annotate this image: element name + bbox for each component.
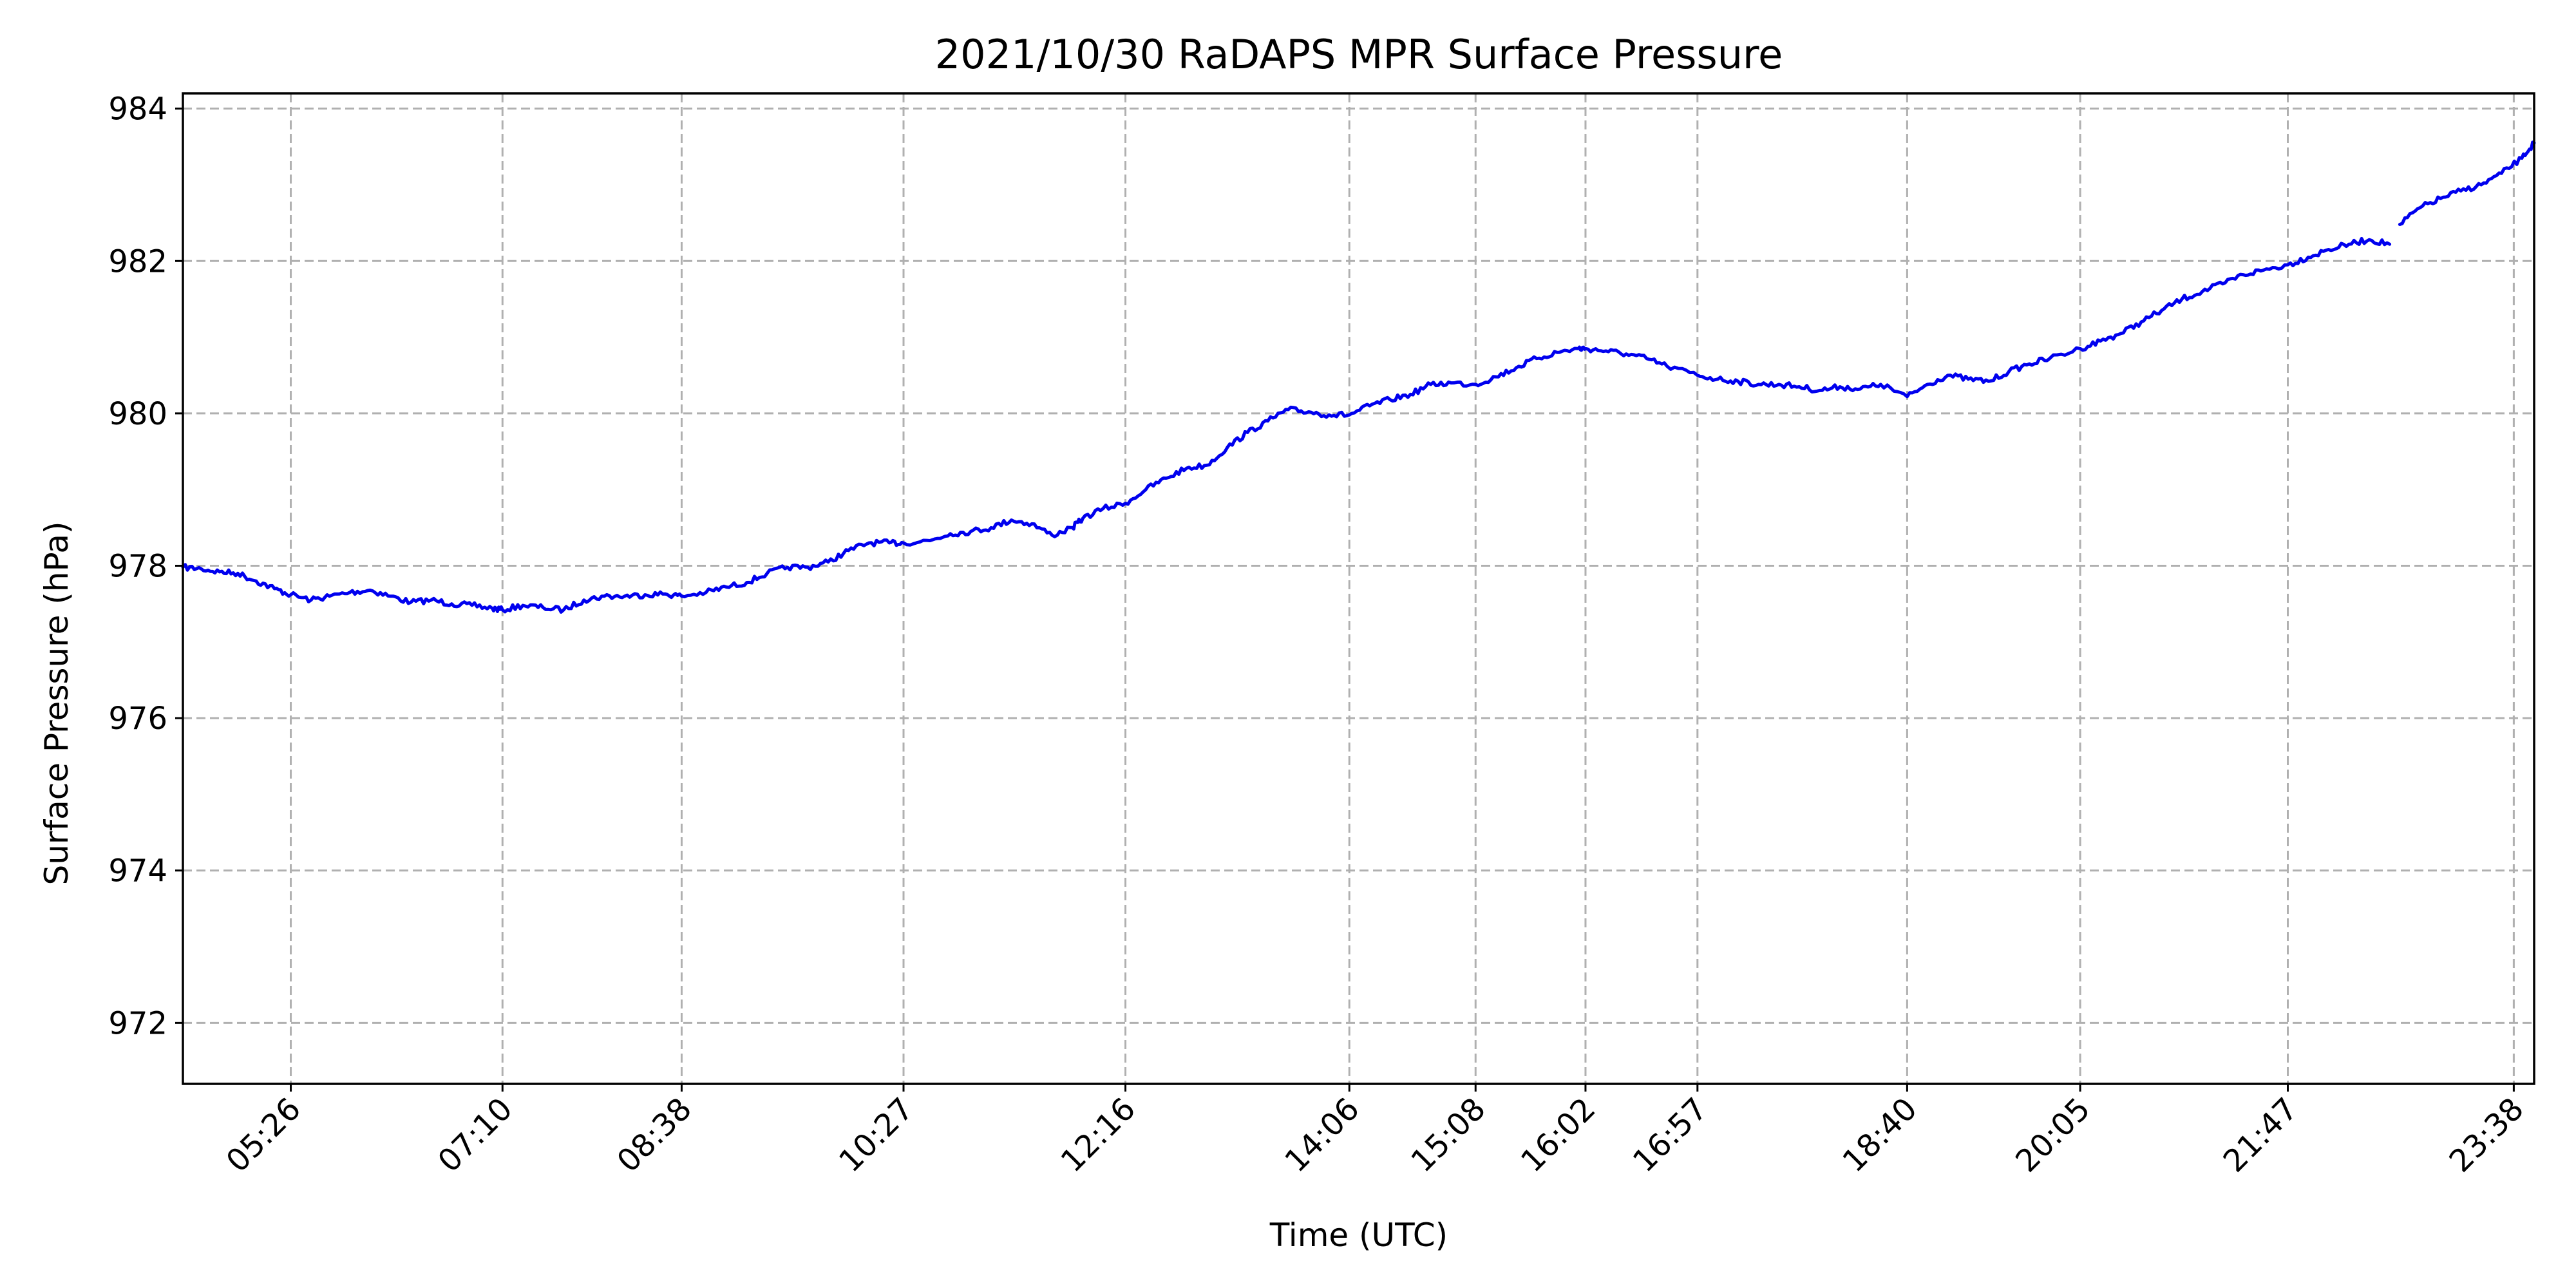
series-layer — [181, 140, 2536, 614]
x-tick-label: 12:16 — [1054, 1091, 1142, 1179]
grid-layer — [183, 93, 2534, 1084]
plot-frame — [182, 92, 2535, 1085]
y-tick-label: 972 — [108, 1005, 167, 1041]
x-tick-label: 21:47 — [2217, 1091, 2305, 1179]
x-tick-label: 10:27 — [832, 1091, 920, 1179]
y-tick-label: 982 — [108, 243, 167, 279]
y-tick-label: 984 — [108, 91, 167, 128]
y-tick-label: 974 — [108, 853, 167, 889]
x-tick-label: 20:05 — [2009, 1091, 2097, 1179]
y-tick-label: 976 — [108, 701, 167, 737]
x-tick-label: 18:40 — [1835, 1091, 1924, 1179]
y-tick-label: 978 — [108, 549, 167, 585]
tick-layer: 972 974 976 978 980 982 984 05:26 07:10 08:38 10:2… — [108, 91, 2531, 1180]
x-axis-label: Time (UTC) — [1269, 1217, 1448, 1254]
x-tick-label: 16:02 — [1514, 1091, 1602, 1179]
x-tick-label: 14:06 — [1278, 1091, 1366, 1179]
x-tick-label: 07:10 — [431, 1091, 519, 1179]
chart-title: 2021/10/30 RaDAPS MPR Surface Pressure — [935, 31, 1783, 78]
x-tick-label: 08:38 — [611, 1091, 699, 1179]
x-tick-label: 16:57 — [1626, 1091, 1714, 1179]
x-tick-label: 05:26 — [220, 1091, 308, 1179]
x-tick-label: 23:38 — [2442, 1091, 2530, 1179]
x-tick-label: 15:08 — [1404, 1091, 1492, 1179]
pressure-series-line-1 — [181, 236, 2392, 614]
y-axis-label: Surface Pressure (hPa) — [38, 521, 75, 885]
pressure-series-line-2 — [2398, 140, 2536, 226]
y-tick-label: 980 — [108, 396, 167, 432]
